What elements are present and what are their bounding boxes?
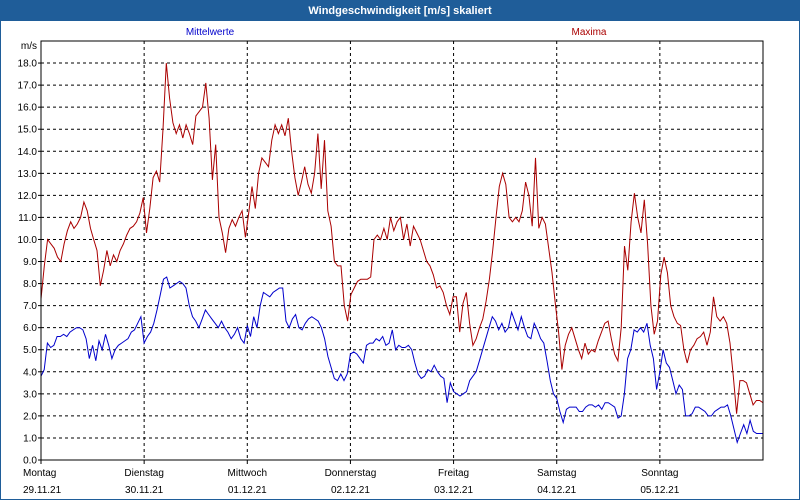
x-tick-date-label: 03.12.21	[434, 485, 473, 496]
x-tick-date-label: 02.12.21	[331, 485, 370, 496]
x-tick-day-label: Dienstag	[124, 468, 163, 479]
x-tick-day-label: Sonntag	[641, 468, 678, 479]
x-tick-day-label: Donnerstag	[325, 468, 377, 479]
x-tick-day-label: Freitag	[438, 468, 469, 479]
y-tick-label: 12.0	[18, 191, 38, 202]
legend-mittelwerte: Mittelwerte	[186, 27, 235, 38]
x-tick-date-label: 30.11.21	[125, 485, 164, 496]
y-tick-label: 0.0	[23, 456, 37, 467]
y-tick-label: 6.0	[23, 323, 37, 334]
y-tick-label: 16.0	[18, 103, 38, 114]
series-line-maxima	[40, 63, 764, 414]
y-tick-label: 8.0	[23, 279, 37, 290]
y-tick-label: 14.0	[18, 147, 38, 158]
y-tick-label: 3.0	[23, 389, 37, 400]
x-tick-day-label: Samstag	[537, 468, 576, 479]
plot-border	[40, 40, 764, 461]
y-tick-label: 13.0	[18, 169, 38, 180]
y-axis-ticks: 0.0 1.0 2.0 3.0 4.0 5.0 6.0 7.0 8.0 9.0 10.0 11.0 12…	[18, 59, 41, 467]
window-title: Windgeschwindigkeit [m/s] skaliert	[1, 1, 799, 21]
grid	[41, 41, 763, 461]
x-tick-date-label: 01.12.21	[228, 485, 267, 496]
x-tick-day-label: Montag	[23, 468, 56, 479]
y-tick-label: 10.0	[18, 235, 38, 246]
y-tick-label: 1.0	[23, 433, 37, 444]
y-tick-label: 17.0	[18, 81, 38, 92]
series-lines	[40, 63, 764, 445]
y-tick-label: 5.0	[23, 345, 37, 356]
y-tick-label: 4.0	[23, 367, 37, 378]
y-tick-label: 18.0	[18, 59, 38, 70]
y-tick-label: 9.0	[23, 257, 37, 268]
x-axis-ticks: Montag 29.11.21 Dienstag 30.11.21 Mittwoch 01…	[23, 460, 680, 496]
y-tick-label: 2.0	[23, 411, 37, 422]
x-tick-date-label: 29.11.21	[23, 485, 62, 496]
y-tick-label: 7.0	[23, 301, 37, 312]
series-line-mittelwerte	[40, 276, 763, 445]
x-tick-date-label: 05.12.21	[640, 485, 679, 496]
x-tick-date-label: 04.12.21	[537, 485, 576, 496]
y-tick-label: 11.0	[18, 213, 37, 224]
x-tick-day-label: Mittwoch	[228, 468, 267, 479]
y-tick-label: 15.0	[18, 125, 38, 136]
legend-maxima: Maxima	[571, 27, 606, 38]
y-axis-unit: m/s	[21, 41, 37, 52]
